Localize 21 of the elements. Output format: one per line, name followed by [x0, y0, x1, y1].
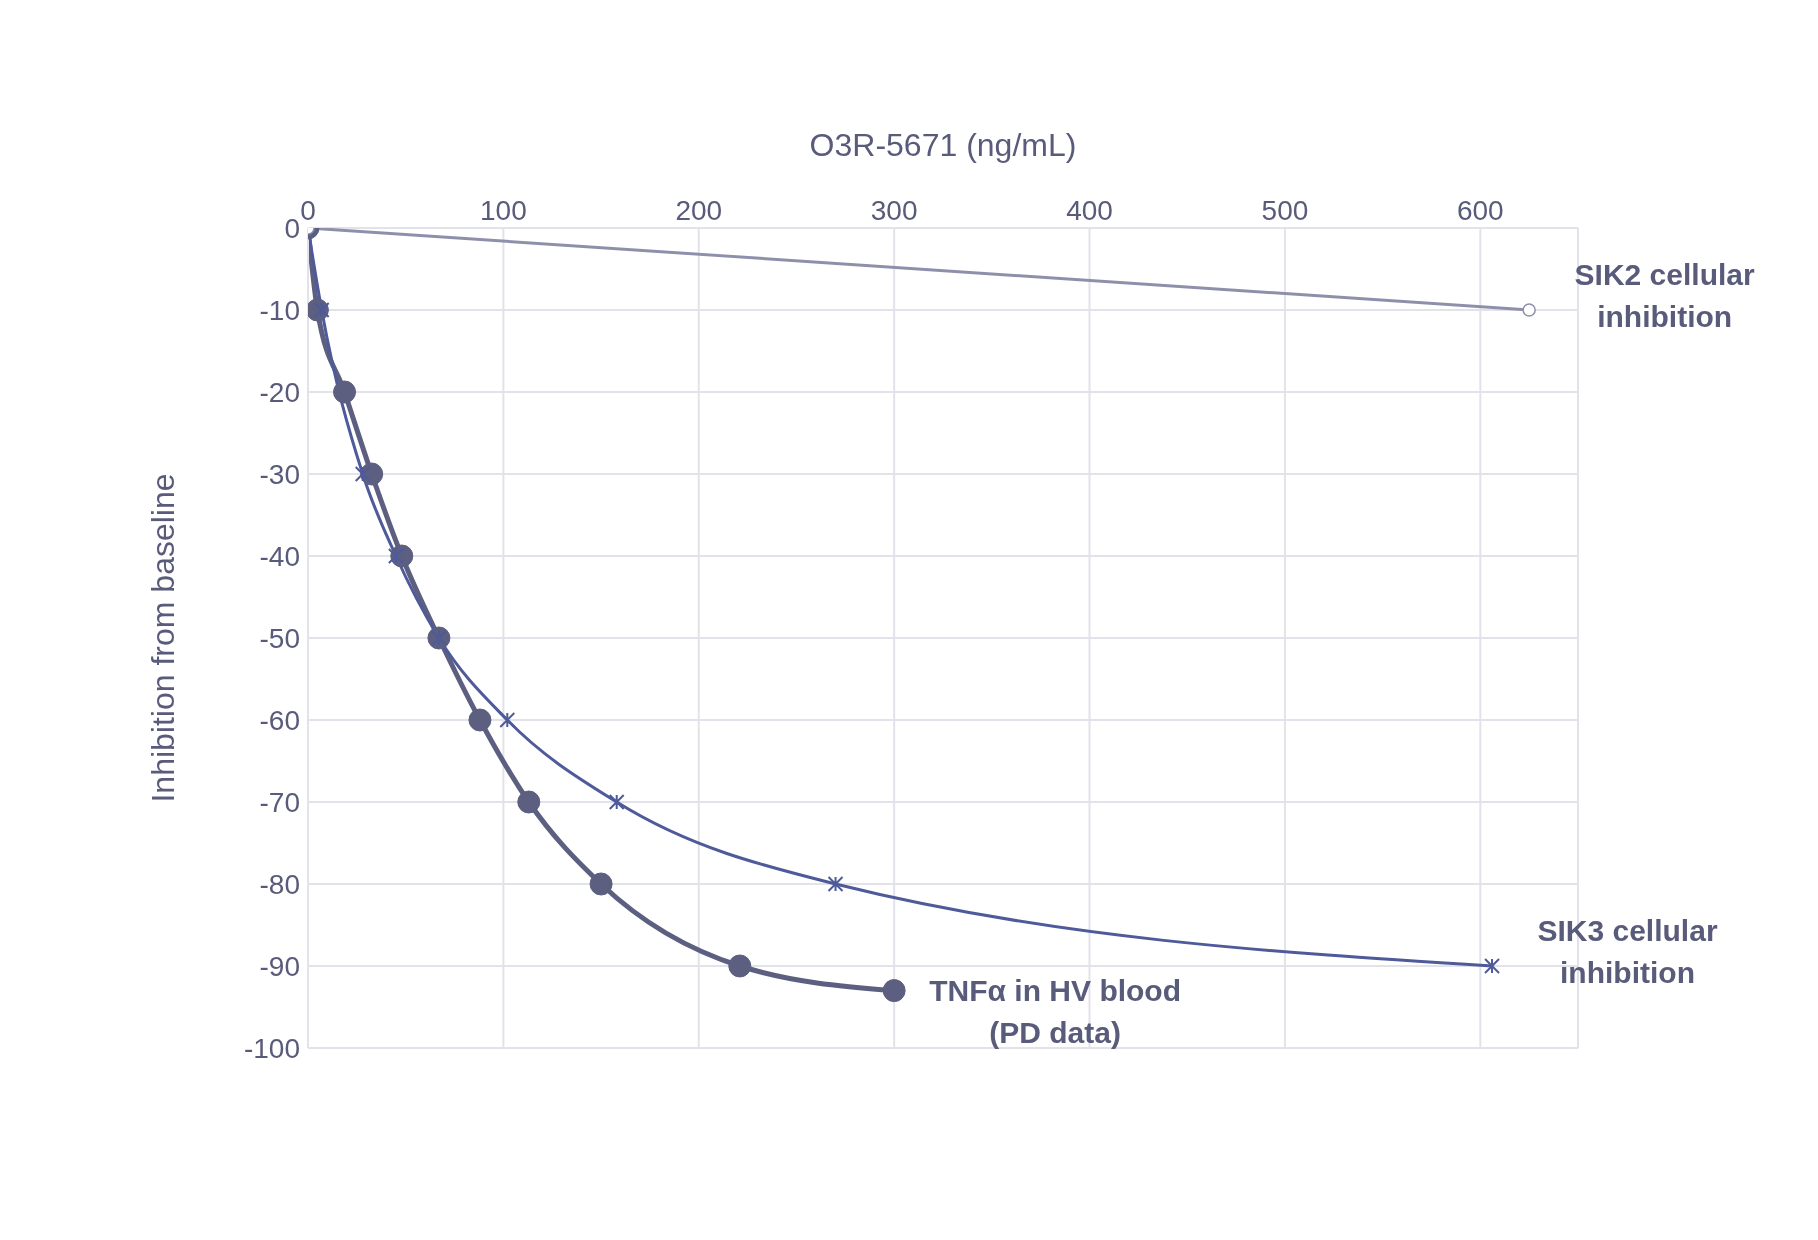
y-tick-label: -70 [259, 786, 300, 818]
y-tick-label: -40 [259, 540, 300, 572]
annotation: SIK3 cellular inhibition [1537, 914, 1718, 989]
x-tick-label: 400 [1066, 195, 1113, 226]
y-tick-label: -10 [259, 294, 300, 326]
y-tick-label: -50 [259, 622, 300, 654]
x-tick-label: 100 [480, 195, 527, 226]
y-axis-title: Inhibition from baseline [145, 473, 182, 803]
y-tick-label: -90 [259, 950, 300, 982]
y-tick-label: -30 [259, 458, 300, 490]
x-tick-label: 300 [870, 195, 918, 226]
y-tick-label: -60 [259, 704, 300, 736]
x-tick-label: 200 [675, 195, 723, 226]
y-tick-label: -80 [259, 868, 300, 900]
x-tick-label: 600 [1456, 195, 1504, 226]
annotation: TNFα in HV blood (PD data) [929, 973, 1182, 1049]
y-tick-label: -100 [243, 1032, 300, 1064]
annotation: SIK2 cellular inhibition [1574, 258, 1756, 333]
x-tick-label: 500 [1261, 195, 1309, 226]
y-tick-label: -20 [259, 376, 300, 408]
x-axis-title: O3R-5671 (ng/mL) [809, 126, 1077, 163]
